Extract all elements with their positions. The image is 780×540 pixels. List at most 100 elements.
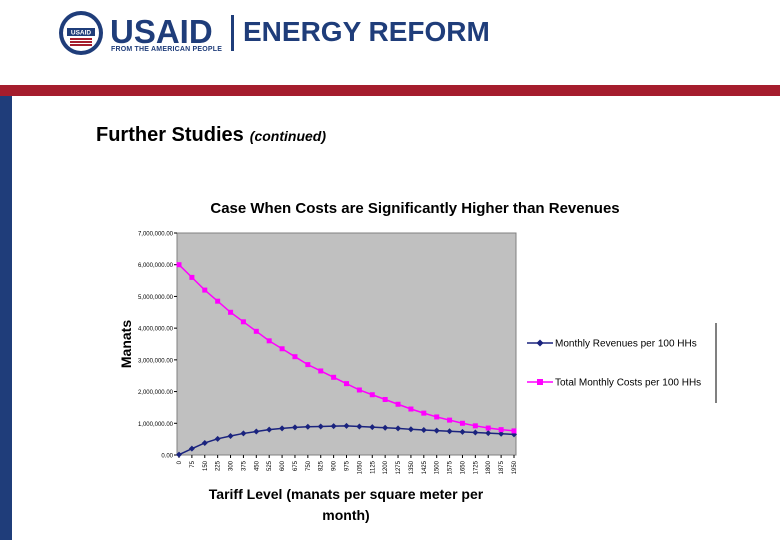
x-tick-label: 1950: [512, 460, 518, 474]
plot-area: [176, 232, 517, 456]
data-point: [407, 426, 414, 433]
program-title: ENERGY REFORM: [243, 16, 490, 47]
x-axis-label-line1: Tariff Level (manats per square meter pe…: [209, 486, 484, 502]
data-point: [202, 287, 208, 293]
x-tick-label: 1425: [422, 460, 428, 474]
data-point: [382, 397, 388, 402]
x-tick-label: 450: [254, 460, 260, 471]
data-point: [253, 428, 260, 435]
x-tick-label: 825: [319, 460, 325, 471]
brand-logo: USAID: [110, 13, 213, 50]
chart-title: Case When Costs are Significantly Higher…: [210, 200, 619, 217]
data-point: [369, 424, 376, 431]
data-point: [304, 423, 311, 430]
data-point: [240, 319, 246, 325]
series-layer: [176, 262, 517, 458]
series-revenues: [176, 422, 517, 458]
x-tick-label: 150: [203, 460, 209, 471]
x-tick-label: 1800: [486, 460, 492, 474]
x-tick-label: 1125: [370, 460, 376, 474]
brand-tagline: FROM THE AMERICAN PEOPLE: [111, 46, 223, 53]
data-point: [446, 428, 453, 435]
y-tick-label: 7,000,000.00: [138, 232, 174, 238]
data-point: [189, 274, 195, 280]
data-point: [214, 435, 221, 442]
data-point: [485, 425, 491, 431]
data-point: [176, 262, 182, 268]
data-point: [292, 354, 298, 360]
y-tick-label: 3,000,000.00: [138, 358, 174, 364]
x-tick-label: 1200: [383, 460, 389, 474]
data-point: [511, 428, 517, 434]
y-axis-label: Manats: [118, 320, 134, 368]
header-red-band: [0, 85, 780, 96]
x-tick-label: 600: [280, 460, 286, 471]
data-point: [253, 328, 259, 334]
x-tick-label: 225: [216, 460, 222, 471]
data-point: [291, 424, 298, 431]
x-tick-label: 1050: [357, 460, 363, 474]
data-point: [266, 426, 273, 433]
slide-title-text: Further Studies: [96, 124, 244, 146]
data-point: [344, 381, 349, 387]
data-point: [279, 425, 286, 432]
x-tick-label: 300: [229, 460, 235, 471]
header-divider: [231, 15, 234, 51]
left-blue-band: [0, 96, 12, 540]
data-point: [330, 423, 337, 430]
data-point: [356, 423, 363, 430]
data-point: [228, 309, 234, 315]
legend-label: Total Monthly Costs per 100 HHs: [555, 378, 701, 389]
data-point: [459, 420, 465, 426]
legend-swatch-marker: [536, 339, 544, 347]
data-point: [201, 439, 208, 446]
x-tick-label: 1350: [409, 460, 415, 474]
data-point: [227, 432, 234, 439]
usaid-seal-icon: USAID: [59, 11, 103, 55]
x-tick-label: 900: [332, 460, 338, 471]
y-tick-label: 5,000,000.00: [138, 295, 174, 301]
x-tick-label: 1575: [448, 460, 454, 474]
slide-subtitle: (continued): [249, 128, 327, 144]
y-tick-label: 0.00: [161, 454, 173, 460]
seal-text: USAID: [71, 30, 92, 37]
y-tick-label: 4,000,000.00: [138, 327, 174, 333]
x-tick-label: 750: [306, 460, 312, 471]
x-tick-label: 675: [293, 460, 299, 471]
data-point: [188, 445, 195, 452]
data-point: [459, 428, 466, 435]
x-tick-label: 1725: [473, 460, 479, 474]
x-tick-label: 75: [190, 460, 196, 467]
header-banner: USAID USAID FROM THE AMERICAN PEOPLE ENE…: [0, 0, 780, 85]
data-point: [395, 401, 401, 407]
legend-item: Monthly Revenues per 100 HHs: [527, 339, 697, 350]
data-point: [317, 423, 324, 430]
legend: Monthly Revenues per 100 HHs Total Monthl…: [527, 323, 717, 403]
x-tick-label: 975: [345, 460, 351, 471]
legend-item: Total Monthly Costs per 100 HHs: [527, 378, 701, 389]
data-point: [305, 362, 311, 368]
data-point: [343, 422, 350, 429]
series-costs: [176, 262, 517, 434]
data-point: [408, 406, 414, 412]
data-point: [498, 427, 504, 433]
data-point: [279, 346, 285, 352]
data-point: [356, 387, 362, 393]
data-point: [485, 430, 492, 437]
y-tick-label: 1,000,000.00: [138, 422, 174, 428]
data-point: [395, 425, 402, 432]
data-point: [434, 414, 440, 420]
x-tick-label: 1875: [499, 460, 505, 474]
data-point: [498, 430, 505, 437]
x-tick-label: 525: [267, 460, 273, 471]
legend-label: Monthly Revenues per 100 HHs: [555, 339, 697, 350]
x-tick-label: 1500: [435, 460, 441, 474]
x-axis-label-line2: month): [322, 507, 369, 523]
data-point: [331, 374, 337, 380]
data-point: [472, 423, 478, 429]
data-point: [240, 430, 247, 437]
x-axis: 0 75 150 225 300 375 450 525 600 675 750 825 900 975 1…: [177, 455, 518, 474]
data-point: [447, 417, 453, 423]
data-point: [382, 424, 389, 431]
